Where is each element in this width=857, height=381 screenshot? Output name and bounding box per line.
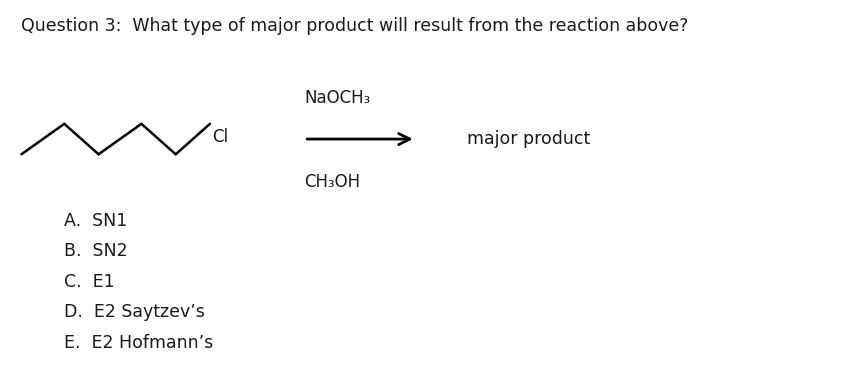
Text: NaOCH₃: NaOCH₃ [304, 89, 370, 107]
Text: A.  SN1: A. SN1 [64, 212, 128, 230]
Text: Cl: Cl [213, 128, 229, 146]
Text: E.  E2 Hofmann’s: E. E2 Hofmann’s [64, 334, 213, 352]
Text: B.  SN2: B. SN2 [64, 242, 128, 261]
Text: Question 3:  What type of major product will result from the reaction above?: Question 3: What type of major product w… [21, 17, 689, 35]
Text: major product: major product [467, 130, 590, 148]
Text: C.  E1: C. E1 [64, 273, 115, 291]
Text: D.  E2 Saytzev’s: D. E2 Saytzev’s [64, 303, 205, 322]
Text: CH₃OH: CH₃OH [304, 173, 360, 191]
